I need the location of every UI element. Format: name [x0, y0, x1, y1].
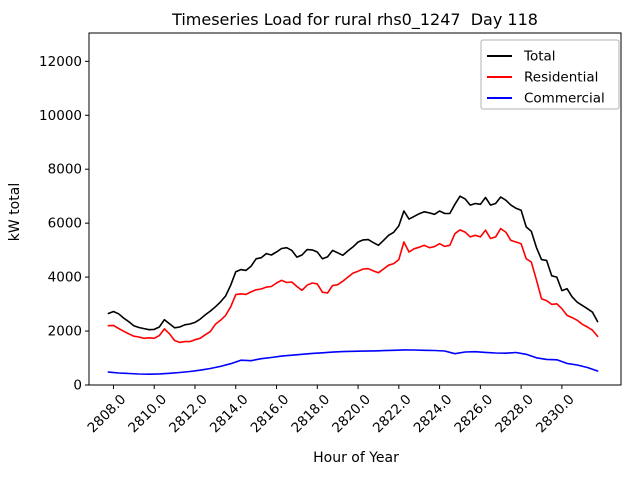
y-tick-label: 6000	[48, 216, 82, 232]
y-tick-label: 10000	[39, 108, 82, 124]
chart-title: Timeseries Load for rural rhs0_1247 Day …	[171, 10, 538, 30]
x-axis-ticks: 2808.02810.02812.02814.02816.02818.02820…	[85, 385, 578, 436]
x-tick-label: 2814.0	[207, 392, 252, 437]
x-tick-label: 2830.0	[533, 392, 578, 437]
legend-label-commercial: Commercial	[524, 91, 605, 107]
legend-item-total: Total	[487, 49, 556, 65]
x-tick-label: 2808.0	[85, 392, 130, 437]
y-axis-label: kW total	[7, 183, 23, 241]
legend-item-commercial: Commercial	[487, 91, 605, 107]
x-axis-label: Hour of Year	[313, 450, 399, 466]
x-tick-label: 2824.0	[411, 392, 456, 437]
legend-item-residential: Residential	[487, 70, 598, 86]
axes-frame	[88, 32, 622, 386]
legend: Total Residential Commercial	[480, 39, 620, 110]
legend-label-total: Total	[523, 49, 556, 65]
x-tick-label: 2820.0	[329, 392, 374, 437]
series-lines	[107, 195, 599, 376]
x-tick-label: 2812.0	[166, 392, 211, 437]
y-tick-label: 2000	[48, 324, 82, 340]
series-line-residential	[107, 227, 599, 344]
legend-frame	[480, 39, 620, 110]
y-axis-ticks: 0 2000 4000 6000 8000 10000 12000	[39, 54, 89, 394]
x-tick-label: 2818.0	[288, 392, 333, 437]
y-tick-label: 0	[73, 378, 82, 394]
x-tick-label: 2828.0	[492, 392, 537, 437]
x-tick-label: 2822.0	[370, 392, 415, 437]
series-line-commercial	[107, 349, 599, 376]
x-tick-label: 2816.0	[248, 392, 293, 437]
legend-label-residential: Residential	[524, 70, 598, 86]
x-tick-label: 2810.0	[125, 392, 170, 437]
x-tick-label: 2826.0	[451, 392, 496, 437]
y-tick-label: 12000	[39, 54, 82, 70]
y-tick-label: 4000	[48, 270, 82, 286]
series-line-total	[107, 195, 599, 331]
y-tick-label: 8000	[48, 162, 82, 178]
